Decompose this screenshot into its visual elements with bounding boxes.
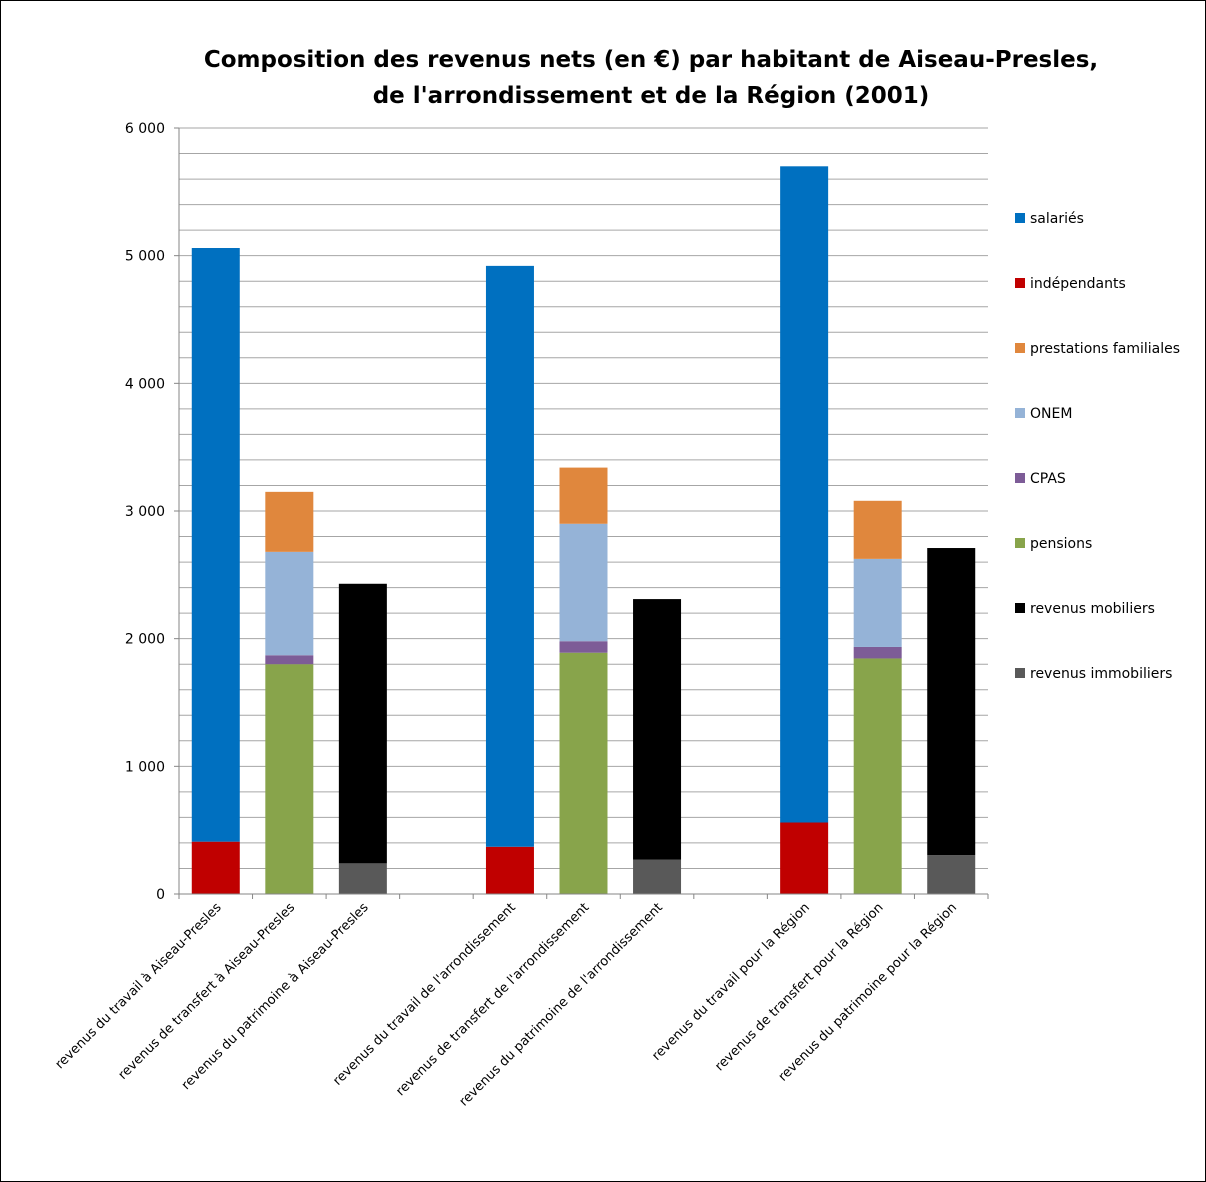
bar-segment-prestations-familiales [265,491,314,552]
chart-title: Composition des revenus nets (en €) par … [204,47,1098,109]
legend-swatch [1015,538,1025,548]
y-tick-label: 4 000 [125,376,165,392]
bar-segment-pensions [853,658,902,894]
bar-segment-ONEM [265,551,314,656]
bar-segment-CPAS [265,655,314,665]
legend-label: revenus mobiliers [1030,601,1155,617]
bar-segment-salariés [485,265,534,847]
bar-segment-CPAS [853,646,902,659]
y-tick-label: 5 000 [125,249,165,265]
chart-title-line-1: Composition des revenus nets (en €) par … [204,47,1098,73]
bar-segment-indépendants [485,846,534,894]
legend-swatch [1015,668,1025,678]
bar-segment-salariés [780,166,829,823]
legend-label: pensions [1030,536,1092,552]
bar-segment-prestations-familiales [559,467,608,524]
bar-segment-CPAS [559,641,608,653]
bar-segment-salariés [191,248,240,842]
bar-segment-indépendants [191,841,240,894]
y-tick-label: 1 000 [125,759,165,775]
x-category-label: revenus du travail pour la Région [649,900,813,1064]
legend-swatch [1015,213,1025,223]
y-tick-label: 3 000 [125,504,165,520]
legend-label: CPAS [1030,471,1066,487]
legend-label: salariés [1030,211,1084,227]
y-tick-label: 0 [156,887,165,903]
bar-segment-revenus-immobiliers [633,859,682,894]
legend-label: indépendants [1030,276,1126,292]
chart-title-line-2: de l'arrondissement et de la Région (200… [373,83,930,109]
bar-segment-revenus-mobiliers [633,599,682,860]
legend-swatch [1015,603,1025,613]
bar-segment-pensions [559,652,608,894]
axes [174,127,989,899]
bars [191,166,976,894]
y-tick-label: 6 000 [125,121,165,137]
legend-swatch [1015,473,1025,483]
bar-segment-indépendants [780,822,829,894]
legend-swatch [1015,278,1025,288]
legend-label: revenus immobiliers [1030,666,1172,682]
bar-segment-ONEM [559,523,608,642]
bar-segment-revenus-mobiliers [338,583,387,864]
legend: salariés indépendants prestations familial… [1015,211,1180,682]
x-category-label: revenus du travail à Aiseau-Presles [53,900,225,1072]
y-axis-tick-labels: 0 1 000 2 000 3 000 4 000 5 000 6 000 [125,121,165,903]
bar-segment-revenus-immobiliers [338,863,387,894]
legend-swatch [1015,343,1025,353]
bar-segment-revenus-mobiliers [927,548,976,856]
bar-segment-revenus-immobiliers [927,855,976,894]
bar-segment-ONEM [853,558,902,647]
bar-segment-prestations-familiales [853,500,902,559]
legend-swatch [1015,408,1025,418]
y-tick-label: 2 000 [125,632,165,648]
x-axis-category-labels: revenus du travail à Aiseau-Presles reven… [53,900,960,1109]
legend-label: prestations familiales [1030,341,1180,357]
x-category-label: revenus de transfert pour la Région [712,900,886,1074]
legend-label: ONEM [1030,406,1072,422]
bar-segment-pensions [265,664,314,894]
